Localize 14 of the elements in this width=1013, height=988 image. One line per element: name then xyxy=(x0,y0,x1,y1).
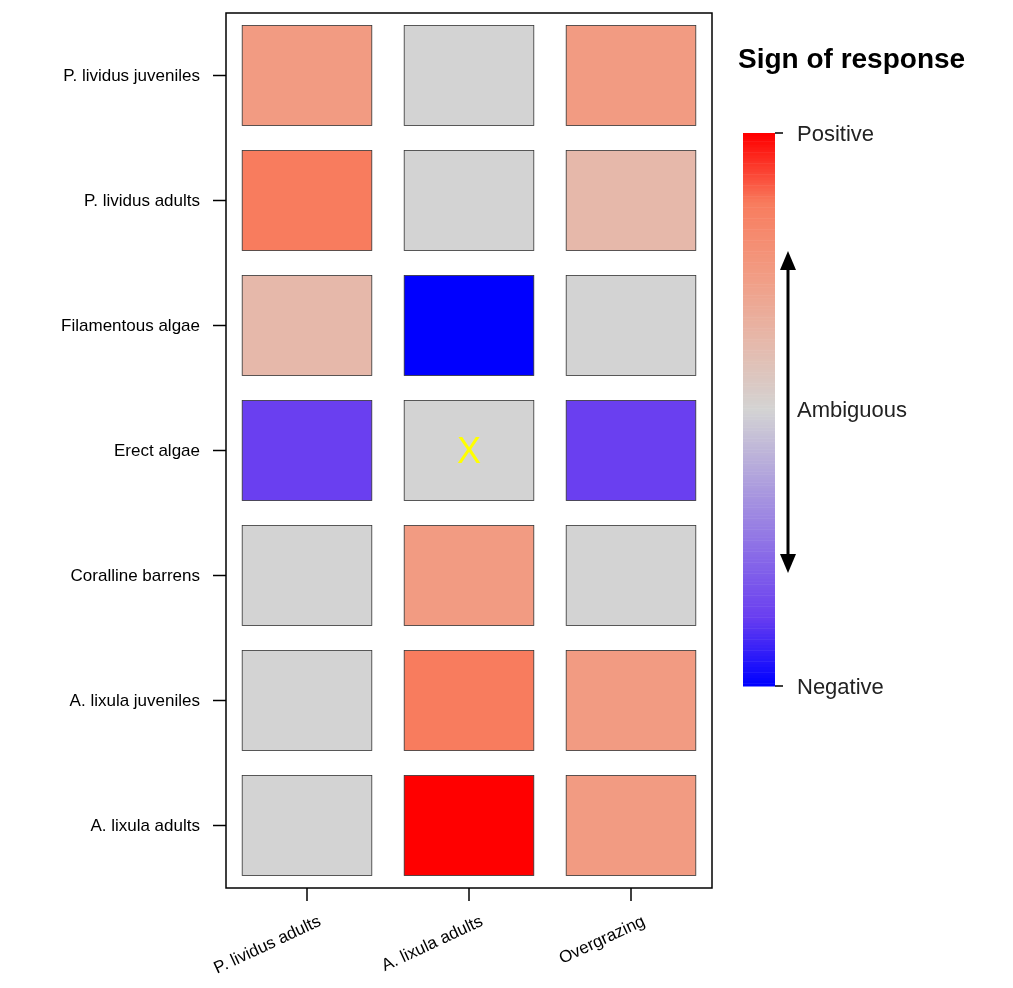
color-bar-label: Positive xyxy=(797,120,875,146)
data-label: X xyxy=(456,430,482,471)
y-tick-label: P. lividus adults xyxy=(84,191,200,210)
x-tick-label: P. lividus adults xyxy=(210,911,324,978)
y-tick-label: Coralline barrens xyxy=(70,566,200,585)
y-tick-label: A. lixula adults xyxy=(90,816,200,835)
text: Ambiguous xyxy=(797,397,908,422)
x-tick-label: A. lixula adults xyxy=(378,911,486,975)
y-tick-label: Erect algae xyxy=(114,441,200,460)
y-tick-label: Filamentous algae xyxy=(61,316,200,335)
y-tick-label: A. lixula juveniles xyxy=(69,691,200,710)
y-tick-label: P. lividus juveniles xyxy=(63,66,200,85)
color-bar-label: Negative xyxy=(797,673,884,699)
color-bar-title: Sign of response xyxy=(738,43,966,74)
